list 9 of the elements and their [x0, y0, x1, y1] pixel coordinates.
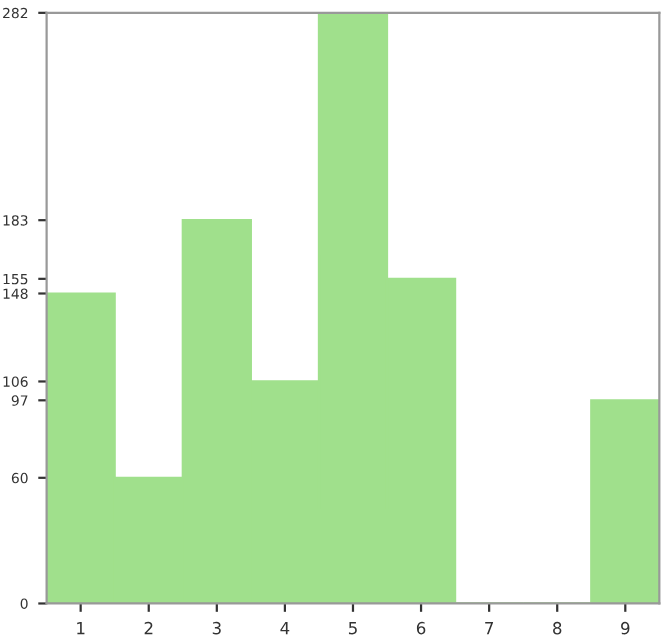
x-tick-label: 3	[212, 621, 221, 635]
x-tick-label: 1	[77, 622, 85, 635]
x-tick-label: 7	[485, 622, 494, 635]
x-tick-label: 2	[144, 621, 153, 635]
x-tick-label: 4	[280, 622, 290, 635]
x-tick-label: 5	[348, 622, 357, 635]
x-tick-label: 8	[553, 621, 562, 635]
x-tick-label: 9	[621, 621, 630, 635]
x-tick-label: 6	[416, 621, 426, 635]
